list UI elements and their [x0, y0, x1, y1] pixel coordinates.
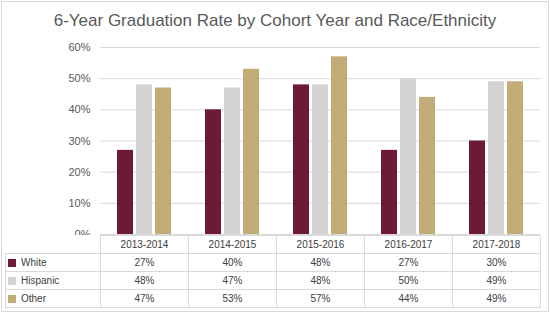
- html-text:44%: 44%: [398, 293, 419, 304]
- svg-text:40%: 40%: [68, 103, 90, 115]
- html-text:27%: 27%: [134, 257, 155, 268]
- html-text:2017-2018: 2017-2018: [472, 239, 521, 250]
- html-text:2014-2015: 2014-2015: [208, 239, 257, 250]
- html-text:47%: 47%: [134, 293, 155, 304]
- html-text:2013-2014: 2013-2014: [120, 239, 169, 250]
- html-text:30%: 30%: [486, 257, 507, 268]
- html-text:2015-2016: 2015-2016: [296, 239, 345, 250]
- html-text:53%: 53%: [222, 293, 243, 304]
- svg-text:60%: 60%: [68, 41, 90, 53]
- html-text:40%: 40%: [222, 257, 243, 268]
- svg-text:10%: 10%: [68, 197, 90, 209]
- html-text:Hispanic: Hispanic: [21, 275, 60, 286]
- html-text:27%: 27%: [398, 257, 419, 268]
- html-text:6-Year Graduation Rate by Coho: 6-Year Graduation Rate by Cohort Year an…: [53, 11, 497, 30]
- html-text:48%: 48%: [310, 275, 331, 286]
- html-text:49%: 49%: [486, 293, 507, 304]
- html-text:White: White: [21, 257, 47, 268]
- svg-text:30%: 30%: [68, 135, 90, 147]
- html-text:47%: 47%: [222, 275, 243, 286]
- html-text:49%: 49%: [486, 275, 507, 286]
- html-text:57%: 57%: [310, 293, 331, 304]
- svg-text:50%: 50%: [68, 72, 90, 84]
- svg-text:0%: 0%: [75, 228, 91, 235]
- html-text:48%: 48%: [310, 257, 331, 268]
- html-text:2016-2017: 2016-2017: [384, 239, 433, 250]
- svg-text:20%: 20%: [68, 166, 90, 178]
- html-text:Other: Other: [21, 293, 46, 304]
- html-text:48%: 48%: [134, 275, 155, 286]
- html-text:50%: 50%: [398, 275, 419, 286]
